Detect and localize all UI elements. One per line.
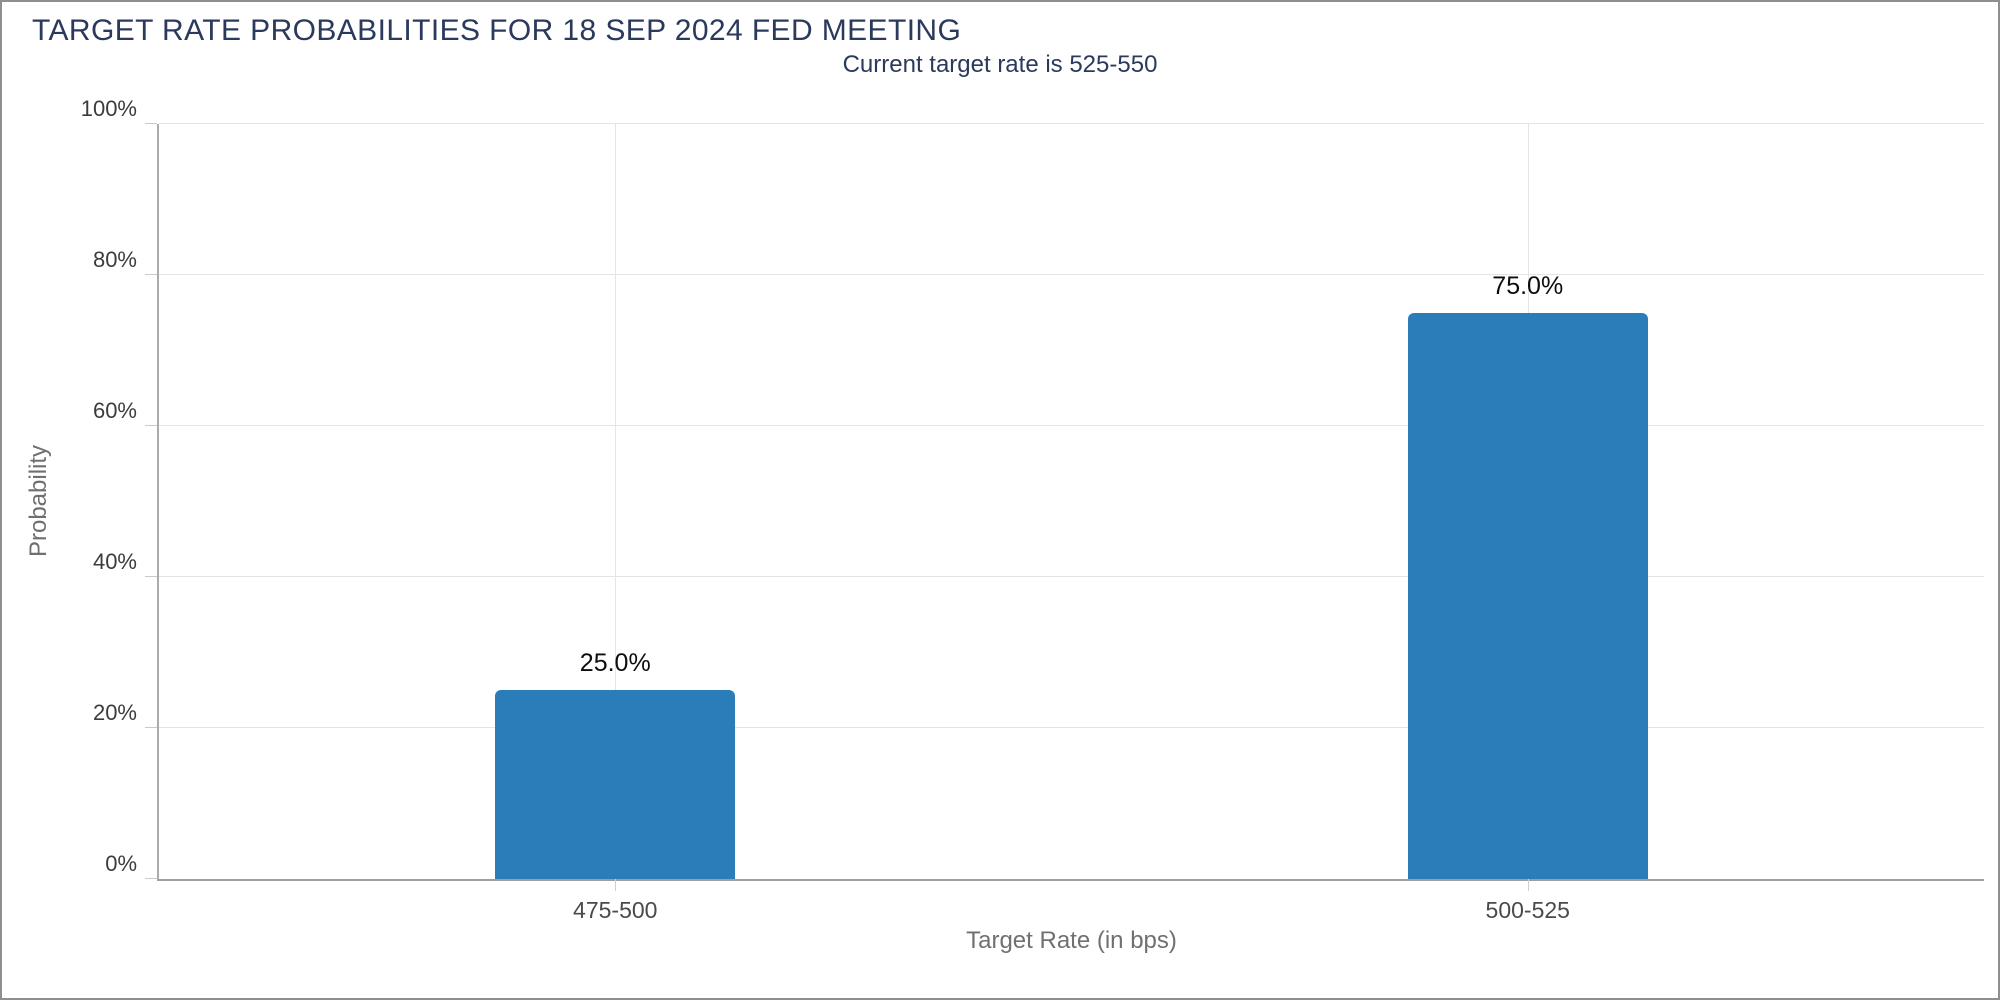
y-tick — [145, 425, 157, 426]
y-gridline — [159, 274, 1984, 275]
x-tick-label: 475-500 — [573, 897, 658, 923]
y-gridline — [159, 425, 1984, 426]
chart-title: TARGET RATE PROBABILITIES FOR 18 SEP 202… — [32, 14, 962, 47]
bar-value-label: 25.0% — [579, 649, 651, 678]
y-tick-label: 0% — [105, 851, 137, 876]
y-tick — [145, 727, 157, 728]
bar[interactable] — [1407, 312, 1648, 879]
plot-area: 0% 20% 40% 60% 80% 100% 25.0% 475-500 75.0% 500-5… — [81, 96, 1984, 954]
y-gridline — [159, 576, 1984, 577]
y-tick-label: 80% — [92, 247, 137, 272]
y-tick-label: 60% — [92, 398, 137, 423]
y-gridline — [159, 123, 1984, 124]
x-tick — [1527, 879, 1529, 891]
bar[interactable] — [495, 690, 736, 879]
y-tick-label: 20% — [92, 700, 137, 725]
x-gridline — [615, 124, 617, 879]
chart-subtitle: Current target rate is 525-550 — [842, 51, 1158, 78]
bar-value-label: 75.0% — [1492, 271, 1564, 300]
x-tick-label: 500-525 — [1485, 897, 1570, 923]
y-tick-label: 40% — [92, 549, 137, 574]
x-tick — [615, 879, 617, 891]
x-axis-title: Target Rate (in bps) — [966, 927, 1177, 954]
y-tick — [145, 878, 157, 879]
y-tick-label: 100% — [80, 96, 137, 121]
y-gridline — [159, 727, 1984, 728]
y-tick — [145, 123, 157, 124]
y-axis-title: Probability — [25, 444, 52, 558]
y-tick — [145, 274, 157, 275]
y-tick — [145, 576, 157, 577]
